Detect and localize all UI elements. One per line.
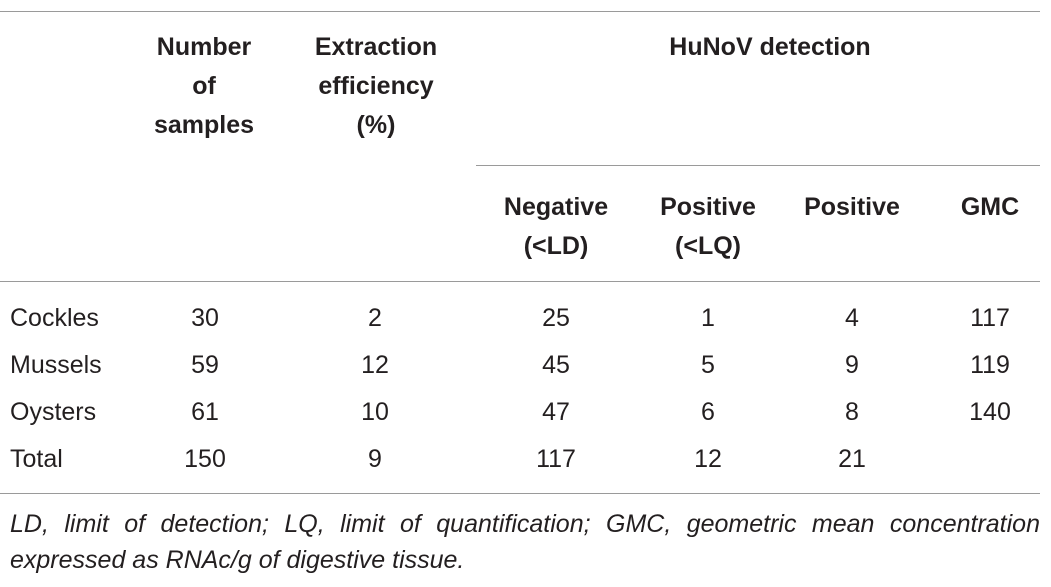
cell-gmc: 119 bbox=[970, 351, 1010, 379]
row-label: Mussels bbox=[10, 351, 102, 379]
cell-positive: 8 bbox=[845, 398, 859, 426]
header-negative: Negative (<LD) bbox=[503, 193, 609, 260]
cell-positive-lq: 1 bbox=[701, 304, 715, 332]
row-label: Oysters bbox=[10, 398, 97, 426]
cell-positive: 4 bbox=[845, 304, 859, 332]
cell-efficiency: 9 bbox=[368, 445, 382, 473]
row-label: Cockles bbox=[10, 304, 99, 332]
header-positive-lq: Positive (<LQ) bbox=[660, 193, 756, 260]
cell-negative: 45 bbox=[542, 351, 570, 379]
table-bottom-rule bbox=[0, 493, 1040, 494]
header-bottom-rule bbox=[0, 281, 1040, 282]
cell-samples: 150 bbox=[184, 445, 226, 473]
row-label: Total bbox=[10, 445, 63, 473]
header-gmc: GMC bbox=[960, 193, 1020, 221]
cell-samples: 61 bbox=[191, 398, 219, 426]
hunov-detection-rule bbox=[476, 165, 1040, 166]
header-number-of-samples: Number of samples bbox=[153, 33, 255, 139]
cell-samples: 59 bbox=[191, 351, 219, 379]
cell-efficiency: 2 bbox=[368, 304, 382, 332]
cell-positive: 9 bbox=[845, 351, 859, 379]
table-top-rule bbox=[0, 11, 1040, 12]
cell-positive-lq: 6 bbox=[701, 398, 715, 426]
header-hunov-detection: HuNoV detection bbox=[669, 33, 871, 61]
cell-efficiency: 10 bbox=[361, 398, 389, 426]
cell-positive-lq: 12 bbox=[694, 445, 722, 473]
cell-gmc: 140 bbox=[969, 398, 1011, 426]
cell-positive: 21 bbox=[838, 445, 866, 473]
cell-positive-lq: 5 bbox=[701, 351, 715, 379]
cell-negative: 47 bbox=[542, 398, 570, 426]
cell-negative: 117 bbox=[536, 445, 576, 473]
cell-efficiency: 12 bbox=[361, 351, 389, 379]
header-positive: Positive bbox=[804, 193, 900, 221]
cell-gmc: 117 bbox=[970, 304, 1010, 332]
cell-negative: 25 bbox=[542, 304, 570, 332]
cell-samples: 30 bbox=[191, 304, 219, 332]
header-extraction-efficiency: Extraction efficiency (%) bbox=[314, 33, 438, 139]
table-footnote: LD, limit of detection; LQ, limit of qua… bbox=[10, 510, 1040, 574]
